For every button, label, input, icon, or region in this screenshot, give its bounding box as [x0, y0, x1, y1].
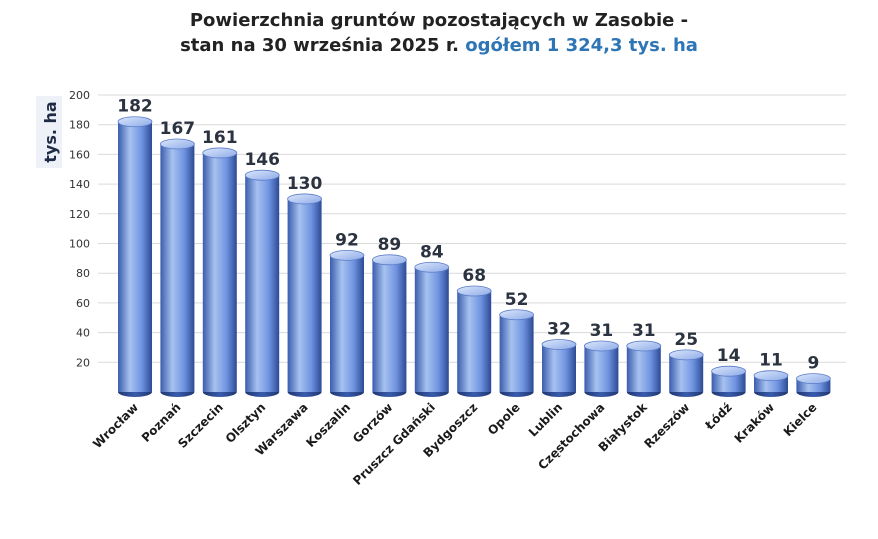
- bar: [159, 138, 195, 397]
- y-tick-label: 100: [69, 238, 90, 251]
- bar: [414, 261, 450, 397]
- x-tick-label: Rzeszów: [642, 400, 693, 451]
- data-label: 130: [287, 174, 323, 194]
- chart-title-total: ogółem 1 324,3 tys. ha: [465, 35, 698, 56]
- data-label: 92: [335, 230, 359, 250]
- bar: [202, 147, 238, 397]
- data-label: 89: [378, 235, 402, 255]
- x-axis-labels: WrocławPoznańSzczecinOlsztynWarszawaKosz…: [90, 400, 819, 488]
- x-tick-label: Kielce: [781, 400, 820, 439]
- y-axis-ticks: 20 40 60 80 100 120 140 160 180 200: [69, 89, 90, 369]
- x-tick-label: Opole: [485, 400, 523, 438]
- data-label: 25: [674, 330, 698, 350]
- bar: [499, 309, 534, 397]
- bar: [668, 349, 704, 397]
- data-label: 32: [547, 319, 571, 339]
- data-label: 31: [632, 321, 656, 341]
- y-axis-label: tys. ha: [41, 101, 60, 162]
- x-tick-label: Łódź: [702, 400, 735, 433]
- y-tick-label: 40: [76, 327, 90, 340]
- data-label: 14: [717, 346, 741, 366]
- data-label: 9: [807, 354, 819, 374]
- data-label: 182: [117, 97, 153, 117]
- bar: [287, 193, 323, 397]
- y-tick-label: 140: [69, 178, 90, 191]
- y-axis-label: tys. ha: [36, 96, 62, 168]
- data-label: 146: [244, 150, 280, 170]
- y-tick-label: 120: [69, 208, 90, 221]
- x-tick-label: Wrocław: [90, 400, 141, 451]
- y-tick-label: 80: [76, 267, 90, 280]
- bar: [456, 285, 492, 397]
- bar: [541, 339, 577, 397]
- y-tick-label: 20: [76, 356, 90, 369]
- x-tick-label: Szczecin: [175, 400, 226, 451]
- data-label: 31: [590, 321, 614, 341]
- bar: [584, 340, 619, 397]
- data-label: 161: [202, 128, 238, 148]
- y-tick-label: 60: [76, 297, 90, 310]
- chart-title-main: stan na 30 września 2025 r.: [180, 35, 459, 56]
- data-labels: 182 167 161 146 130 92 89 84 68 52 32 31 31 25 14 11 9: [117, 97, 819, 374]
- bar: [796, 373, 831, 397]
- data-label: 167: [160, 119, 196, 139]
- data-label: 52: [505, 290, 529, 310]
- x-tick-label: Lublin: [526, 400, 565, 439]
- bar: [117, 116, 153, 397]
- y-tick-label: 200: [69, 89, 90, 102]
- bar: [244, 169, 280, 397]
- data-label: 84: [420, 242, 444, 262]
- bars: [117, 116, 831, 397]
- x-tick-label: Koszalin: [303, 400, 353, 450]
- y-axis-label-box: [36, 96, 62, 168]
- bar: [329, 249, 365, 397]
- x-tick-label: Pruszcz Gdański: [350, 400, 438, 488]
- y-tick-label: 160: [69, 148, 90, 161]
- bar: [371, 254, 407, 397]
- bar: [626, 340, 662, 397]
- bar: [711, 365, 746, 397]
- data-label: 11: [759, 351, 783, 371]
- chart-title-line1: Powierzchnia gruntów pozostających w Zas…: [189, 10, 689, 31]
- chart-title-line2: stan na 30 września 2025 r. ogółem 1 324…: [0, 35, 878, 56]
- data-label: 68: [462, 266, 486, 286]
- x-tick-label: Kraków: [732, 400, 777, 445]
- bar: [753, 370, 789, 397]
- y-tick-label: 180: [69, 119, 90, 132]
